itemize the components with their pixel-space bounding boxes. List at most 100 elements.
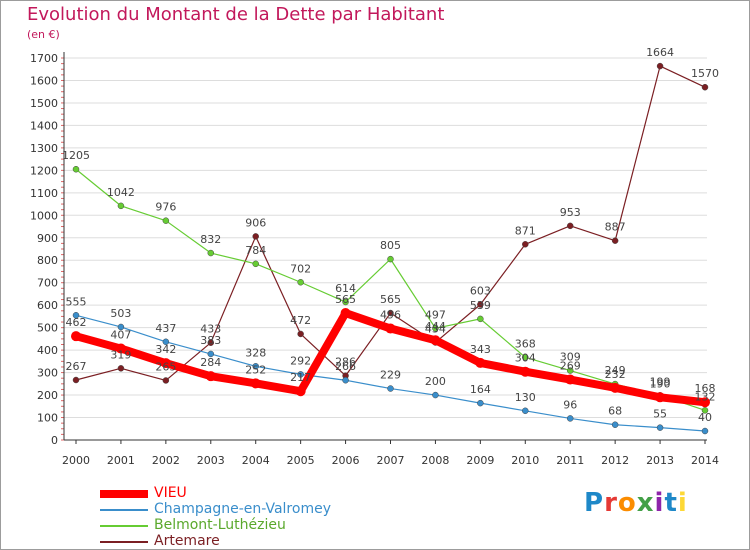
logo-letter: i: [677, 488, 688, 518]
axis-layer: 0 100 200 300 400 500 600 700 800 900 1000 1100 1200…: [30, 52, 719, 467]
data-point: [342, 298, 349, 306]
y-tick-label: 400: [37, 344, 58, 357]
data-point: [162, 217, 170, 224]
data-label: 200: [425, 375, 446, 388]
data-point: [701, 407, 709, 414]
data-label: 496: [380, 309, 401, 322]
logo-letter: x: [636, 488, 655, 518]
data-label: 614: [335, 282, 356, 295]
data-label: 284: [200, 356, 221, 369]
data-label: 252: [245, 363, 266, 376]
x-tick-label: 2010: [511, 454, 539, 467]
data-label: 407: [110, 329, 131, 342]
legend-swatch: [100, 490, 148, 498]
x-tick-label: 2003: [197, 454, 225, 467]
data-point: [117, 323, 125, 331]
x-tick-label: 2011: [556, 454, 584, 467]
data-point: [297, 330, 304, 338]
data-label: 164: [470, 383, 491, 396]
data-point: [477, 399, 484, 407]
data-label: 1664: [646, 46, 674, 59]
data-point: [295, 386, 306, 397]
data-point: [610, 382, 621, 393]
legend-swatch: [100, 541, 148, 543]
data-point: [656, 62, 664, 70]
data-point: [252, 363, 259, 370]
x-tick-label: 2012: [601, 454, 629, 467]
data-point: [430, 335, 441, 346]
data-label: 433: [200, 323, 221, 336]
data-label: 96: [563, 398, 577, 411]
data-label: 232: [605, 368, 626, 381]
data-label-layer: 462 407 342 284 252 217 565 496 444 343 304 269 232 1…: [62, 46, 719, 424]
data-label: 217: [290, 371, 311, 384]
data-point: [387, 309, 394, 317]
data-point: [297, 371, 304, 378]
data-point: [71, 331, 81, 342]
data-label: 462: [66, 316, 87, 329]
data-point: [207, 339, 215, 346]
x-tick-label: 2006: [332, 454, 360, 467]
x-tick-label: 2008: [421, 454, 449, 467]
data-label: 168: [695, 382, 716, 395]
legend-swatch: [100, 509, 148, 511]
data-label: 539: [470, 299, 491, 312]
data-point: [117, 202, 125, 210]
y-tick-label: 500: [37, 322, 58, 335]
data-label: 871: [515, 224, 536, 237]
data-label: 292: [290, 354, 311, 367]
y-tick-label: 1700: [30, 52, 58, 65]
x-tick-label: 2001: [107, 454, 135, 467]
data-point: [566, 367, 574, 374]
proxiti-logo: Proxiti: [584, 488, 688, 518]
y-tick-label: 1300: [30, 142, 58, 155]
data-label: 906: [245, 216, 266, 229]
data-label: 190: [650, 377, 671, 390]
data-label: 565: [335, 293, 356, 306]
legend-item: Champagne-en-Valromey: [100, 501, 400, 517]
x-tick-label: 2014: [691, 454, 719, 467]
data-label: 199: [650, 375, 671, 388]
x-tick-label: 2000: [62, 454, 90, 467]
y-tick-label: 1000: [30, 209, 58, 222]
chart-title: Evolution du Montant de la Dette par Hab…: [27, 4, 445, 25]
legend-item: Belmont-Luthézieu: [100, 517, 400, 533]
data-label: 304: [515, 352, 536, 365]
data-point: [252, 233, 259, 240]
data-label: 328: [245, 346, 266, 359]
data-label: 555: [66, 295, 87, 308]
data-label: 319: [110, 348, 131, 361]
logo-letter: i: [654, 488, 665, 518]
data-label: 266: [335, 360, 356, 373]
data-point: [701, 427, 709, 435]
data-point: [520, 366, 531, 377]
data-label: 286: [335, 356, 356, 369]
data-point: [207, 350, 215, 358]
data-point: [117, 365, 125, 372]
legend-label: Belmont-Luthézieu: [154, 517, 286, 533]
data-label: 702: [290, 262, 311, 275]
data-label: 976: [155, 201, 176, 214]
data-label: 832: [200, 233, 221, 246]
data-point: [655, 392, 666, 403]
data-point: [432, 391, 439, 399]
data-label: 383: [200, 334, 221, 347]
data-label: 1570: [691, 67, 719, 80]
data-point: [340, 308, 351, 319]
data-label: 503: [110, 307, 131, 320]
data-label: 565: [380, 293, 401, 306]
legend-item: VIEU: [100, 485, 400, 501]
data-point: [611, 421, 619, 428]
x-tick-label: 2002: [152, 454, 180, 467]
data-label: 249: [605, 364, 626, 377]
data-label: 130: [515, 391, 536, 404]
x-tick-label: 2005: [287, 454, 315, 467]
data-point: [72, 165, 80, 173]
x-tick-label: 2009: [466, 454, 494, 467]
y-tick-label: 1200: [30, 164, 58, 177]
data-point: [72, 376, 80, 384]
data-point: [475, 357, 486, 368]
data-point: [566, 222, 574, 230]
